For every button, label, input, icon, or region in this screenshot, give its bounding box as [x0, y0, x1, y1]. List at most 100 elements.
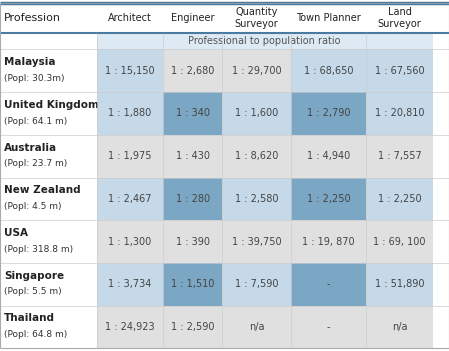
Text: (Popl: 23.7 m): (Popl: 23.7 m): [4, 159, 67, 168]
Bar: [222, 49, 291, 92]
Text: n/a: n/a: [249, 322, 264, 332]
Bar: [222, 178, 291, 220]
Text: New Zealand: New Zealand: [4, 185, 81, 195]
Text: n/a: n/a: [392, 322, 407, 332]
Bar: [97, 49, 163, 92]
Bar: [291, 49, 366, 92]
Text: 1 : 2,790: 1 : 2,790: [307, 108, 350, 119]
Text: 1 : 2,250: 1 : 2,250: [378, 194, 422, 204]
Text: 1 : 430: 1 : 430: [176, 151, 210, 161]
Bar: [366, 263, 433, 305]
Bar: [291, 178, 366, 220]
Text: 1 : 2,250: 1 : 2,250: [307, 194, 351, 204]
Text: USA: USA: [4, 228, 28, 238]
Bar: [163, 263, 222, 305]
Bar: [366, 220, 433, 263]
Text: Profession: Profession: [4, 13, 61, 23]
Bar: [97, 92, 163, 135]
Text: Professional to population ratio: Professional to population ratio: [189, 36, 341, 46]
Bar: [222, 220, 291, 263]
Bar: [0, 305, 97, 348]
Text: 1 : 69, 100: 1 : 69, 100: [374, 237, 426, 246]
Text: Thailand: Thailand: [4, 313, 55, 323]
Bar: [0, 220, 97, 263]
Text: -: -: [327, 322, 330, 332]
Text: 1 : 1,975: 1 : 1,975: [108, 151, 151, 161]
Bar: [366, 305, 433, 348]
Text: 1 : 1,880: 1 : 1,880: [108, 108, 151, 119]
Text: Malaysia: Malaysia: [4, 57, 56, 67]
Bar: [222, 92, 291, 135]
Bar: [291, 263, 366, 305]
Text: Australia: Australia: [4, 143, 57, 153]
Bar: [366, 49, 433, 92]
Text: 1 : 20,810: 1 : 20,810: [375, 108, 424, 119]
Bar: [0, 263, 97, 305]
Text: 1 : 51,890: 1 : 51,890: [375, 279, 424, 289]
Text: 1 : 2,680: 1 : 2,680: [171, 66, 214, 76]
Text: 1 : 15,150: 1 : 15,150: [105, 66, 154, 76]
Text: Town Planner: Town Planner: [296, 13, 361, 23]
Text: 1 : 280: 1 : 280: [176, 194, 210, 204]
Text: 1 : 3,734: 1 : 3,734: [108, 279, 151, 289]
Bar: [366, 92, 433, 135]
Text: (Popl: 30.3m): (Popl: 30.3m): [4, 74, 65, 83]
Bar: [163, 220, 222, 263]
Bar: [0, 49, 97, 92]
Text: 1 : 340: 1 : 340: [176, 108, 210, 119]
Bar: [97, 178, 163, 220]
Text: 1 : 19, 870: 1 : 19, 870: [302, 237, 355, 246]
Bar: [97, 220, 163, 263]
Text: 1 : 7,557: 1 : 7,557: [378, 151, 422, 161]
Bar: [291, 135, 366, 178]
Bar: [0, 92, 97, 135]
Text: (Popl: 5.5 m): (Popl: 5.5 m): [4, 287, 62, 296]
Text: 1 : 29,700: 1 : 29,700: [232, 66, 282, 76]
Text: (Popl: 64.8 m): (Popl: 64.8 m): [4, 330, 67, 339]
Text: 1 : 1,600: 1 : 1,600: [235, 108, 278, 119]
Text: (Popl: 64.1 m): (Popl: 64.1 m): [4, 117, 67, 126]
Bar: [97, 135, 163, 178]
Bar: [366, 178, 433, 220]
Text: 1 : 24,923: 1 : 24,923: [105, 322, 154, 332]
Text: 1 : 390: 1 : 390: [176, 237, 210, 246]
Bar: [97, 263, 163, 305]
Text: 1 : 7,590: 1 : 7,590: [235, 279, 278, 289]
Bar: [366, 135, 433, 178]
Bar: [0, 135, 97, 178]
Bar: [291, 220, 366, 263]
Text: 1 : 2,580: 1 : 2,580: [235, 194, 278, 204]
Text: 1 : 1,510: 1 : 1,510: [171, 279, 214, 289]
Bar: [97, 305, 163, 348]
Bar: [222, 263, 291, 305]
Bar: [163, 49, 222, 92]
Bar: [163, 178, 222, 220]
Text: 1 : 67,560: 1 : 67,560: [375, 66, 424, 76]
Text: 1 : 1,300: 1 : 1,300: [108, 237, 151, 246]
Bar: [163, 92, 222, 135]
Bar: [163, 305, 222, 348]
Text: 1 : 8,620: 1 : 8,620: [235, 151, 278, 161]
Bar: [291, 305, 366, 348]
Text: (Popl: 318.8 m): (Popl: 318.8 m): [4, 245, 73, 254]
Text: Engineer: Engineer: [171, 13, 214, 23]
Bar: [0, 178, 97, 220]
Text: 1 : 2,590: 1 : 2,590: [171, 322, 214, 332]
Text: 1 : 68,650: 1 : 68,650: [304, 66, 353, 76]
Bar: [291, 92, 366, 135]
Bar: [0, 3, 449, 33]
Text: 1 : 2,467: 1 : 2,467: [108, 194, 151, 204]
Text: Quantity
Surveyor: Quantity Surveyor: [235, 7, 278, 28]
Text: 1 : 4,940: 1 : 4,940: [307, 151, 350, 161]
Text: (Popl: 4.5 m): (Popl: 4.5 m): [4, 202, 62, 211]
Text: Land
Surveyor: Land Surveyor: [378, 7, 422, 28]
Bar: [0, 33, 97, 49]
Bar: [163, 135, 222, 178]
Text: United Kingdom: United Kingdom: [4, 100, 99, 110]
Bar: [222, 135, 291, 178]
Text: Architect: Architect: [108, 13, 152, 23]
Bar: [97, 33, 433, 49]
Bar: [222, 305, 291, 348]
Text: -: -: [327, 279, 330, 289]
Text: Singapore: Singapore: [4, 271, 64, 281]
